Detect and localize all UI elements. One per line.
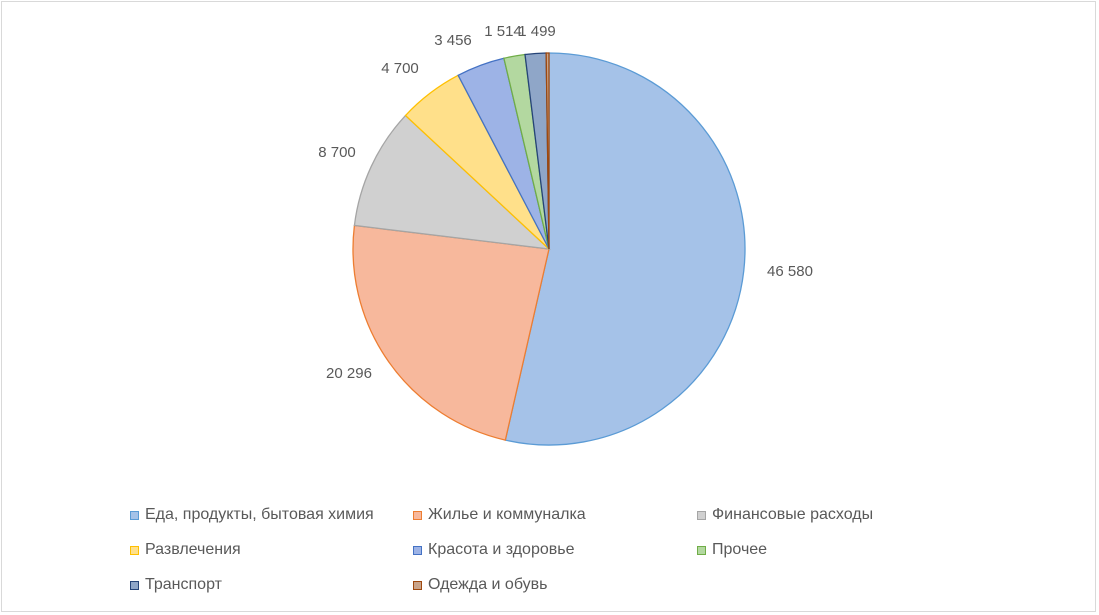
pie-slices	[352, 52, 746, 446]
data-label: 1 514	[484, 23, 522, 40]
pie-slice	[504, 52, 746, 446]
data-label: 1 499	[518, 23, 556, 40]
data-label: 3 456	[434, 32, 472, 49]
pie-slice	[353, 114, 551, 250]
pie-slice	[545, 52, 550, 250]
data-label: 46 580	[767, 263, 813, 280]
data-label: 8 700	[318, 144, 356, 161]
data-label: 20 296	[326, 365, 372, 382]
data-label: 4 700	[381, 60, 419, 77]
pie-slice	[352, 224, 550, 441]
